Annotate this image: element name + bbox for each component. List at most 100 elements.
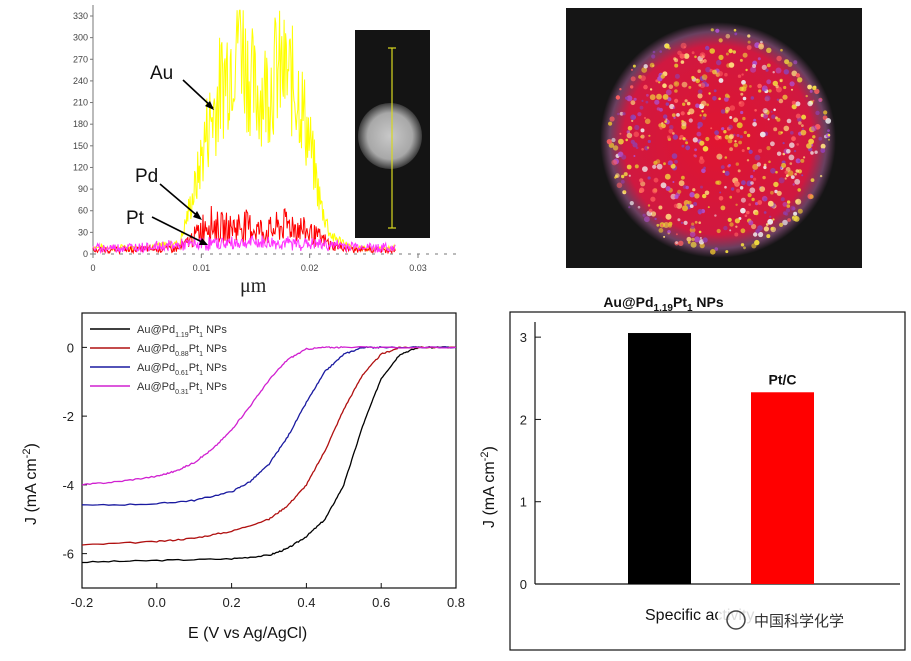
eds-map-speckle (746, 146, 750, 150)
bar-y-tick-label: 0 (520, 577, 527, 592)
eds-map-speckle (674, 58, 679, 63)
eds-map-speckle (795, 113, 801, 119)
eds-map-speckle (634, 124, 640, 131)
eds-map-speckle (815, 110, 820, 116)
eds-map-speckle (759, 186, 766, 193)
eds-map-speckle (752, 122, 757, 127)
eds-map-speckle (722, 170, 726, 173)
eds-map-speckle (680, 111, 685, 116)
eds-map-speckle (640, 135, 643, 138)
lsv-y-label: J (mA cm-2) (21, 443, 40, 525)
eds-map-speckle (698, 83, 702, 87)
eds-map-speckle (778, 177, 785, 184)
eds-map-speckle (760, 40, 763, 44)
eds-map-speckle (718, 97, 721, 101)
eds-map-speckle (718, 54, 724, 61)
eds-map-speckle (717, 71, 723, 77)
eds-map-speckle (665, 213, 672, 220)
eds-map-speckle (627, 125, 633, 131)
eds-map-speckle (691, 222, 695, 226)
eds-map-speckle (801, 114, 807, 120)
eds-map-speckle (695, 103, 700, 108)
eds-map-speckle (764, 95, 771, 102)
eds-map-speckle (702, 193, 707, 199)
eds-map-speckle (776, 117, 781, 122)
eds-map-speckle (658, 205, 663, 210)
eds-map-speckle (820, 148, 826, 154)
eds-map-speckle (819, 174, 823, 178)
eds-map-speckle (646, 93, 649, 97)
eds-map-speckle (637, 112, 642, 117)
eds-map-speckle (700, 100, 707, 107)
lsv-y-tick-label: -6 (62, 547, 74, 562)
eds-map-speckle (725, 106, 730, 112)
eds-map-speckle (766, 47, 772, 53)
line-scan-y-tick-label: 300 (73, 33, 88, 43)
eds-map-speckle (687, 241, 691, 244)
bar-au-pd-pt (628, 333, 691, 584)
eds-map-speckle (694, 55, 697, 59)
eds-map-speckle (648, 134, 651, 137)
eds-map-speckle (758, 148, 763, 153)
eds-map-speckle (740, 228, 746, 234)
eds-map-speckle (645, 100, 649, 104)
eds-map-speckle (770, 168, 776, 174)
wechat-icon (726, 610, 746, 630)
eds-map-speckle (640, 128, 645, 133)
eds-map-speckle (738, 140, 742, 145)
eds-map-speckle (635, 146, 639, 149)
eds-map-speckle (685, 141, 689, 145)
eds-map-speckle (716, 153, 723, 160)
eds-map-speckle (698, 221, 701, 224)
eds-map-speckle (671, 113, 676, 117)
eds-map-speckle (626, 95, 633, 102)
eds-map-speckle (752, 64, 757, 68)
eds-map-speckle (770, 141, 775, 147)
eds-map-speckle (787, 218, 791, 222)
eds-map-speckle (739, 186, 744, 190)
eds-map-speckle (649, 88, 653, 91)
eds-map-speckle (797, 77, 803, 83)
eds-map-speckle (714, 247, 719, 251)
eds-map-speckle (652, 164, 657, 169)
eds-map-speckle (642, 213, 646, 217)
eds-map-speckle (776, 190, 782, 196)
eds-map-speckle (786, 149, 791, 154)
eds-map-speckle (681, 121, 687, 127)
eds-map-speckle (674, 89, 678, 93)
eds-map-speckle (718, 78, 724, 83)
eds-map-speckle (631, 119, 634, 122)
eds-map-speckle (793, 216, 800, 222)
eds-map-speckle (720, 109, 726, 114)
eds-map-speckle (674, 63, 679, 68)
eds-map-speckle (681, 81, 688, 88)
eds-map-speckle (619, 111, 624, 116)
eds-map-speckle (697, 209, 703, 214)
eds-map-speckle (812, 99, 815, 102)
lsv-legend-entry: Au@Pd0.31Pt1 NPs (137, 381, 227, 396)
eds-map-speckle (702, 116, 706, 120)
eds-map-speckle (810, 151, 814, 155)
eds-map-speckle (796, 143, 799, 146)
eds-map-speckle (625, 138, 628, 142)
line-scan-x-tick-label: 0.02 (301, 263, 319, 273)
eds-map-speckle (691, 237, 695, 242)
line-scan-axes (92, 5, 460, 255)
eds-map-speckle (820, 143, 826, 149)
eds-map-speckle (812, 135, 816, 139)
eds-map-speckle (825, 118, 832, 124)
eds-map-speckle (793, 149, 797, 153)
eds-map-speckle (630, 114, 636, 121)
eds-map-speckle (773, 108, 776, 112)
eds-map-speckle (690, 241, 697, 248)
eds-map-speckle (699, 52, 706, 59)
eds-map-speckle (789, 81, 795, 87)
eds-map-speckle (674, 159, 678, 164)
eds-map-speckle (812, 85, 817, 91)
eds-map-speckle (673, 116, 676, 119)
eds-map-speckle (668, 128, 674, 134)
eds-map-speckle (671, 153, 678, 159)
eds-map-speckle (618, 138, 624, 145)
eds-map-speckle (718, 38, 723, 43)
eds-map-speckle (789, 162, 793, 165)
